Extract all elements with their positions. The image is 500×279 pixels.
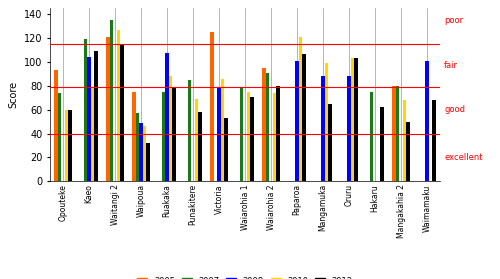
Legend: 2005, 2007, 2008, 2010, 2012: 2005, 2007, 2008, 2010, 2012	[136, 275, 354, 279]
Bar	[325, 63, 328, 181]
Bar	[351, 59, 354, 181]
Bar	[276, 86, 280, 181]
Bar	[247, 92, 250, 181]
Bar	[354, 59, 358, 181]
Bar	[58, 93, 61, 181]
Text: fair: fair	[444, 61, 458, 70]
Bar	[136, 113, 139, 181]
Bar	[321, 76, 325, 181]
Bar	[210, 32, 214, 181]
Text: excellent: excellent	[444, 153, 482, 162]
Bar	[87, 57, 91, 181]
Bar	[143, 126, 146, 181]
Bar	[84, 39, 87, 181]
Y-axis label: Score: Score	[8, 81, 18, 109]
Bar	[165, 52, 169, 181]
Bar	[396, 86, 399, 181]
Bar	[432, 100, 436, 181]
Bar	[117, 30, 120, 181]
Bar	[221, 79, 224, 181]
Bar	[65, 110, 68, 181]
Bar	[266, 73, 269, 181]
Bar	[94, 51, 98, 181]
Bar	[347, 76, 351, 181]
Bar	[110, 20, 113, 181]
Bar	[120, 45, 124, 181]
Text: good: good	[444, 105, 465, 114]
Bar	[162, 92, 165, 181]
Bar	[392, 86, 396, 181]
Bar	[240, 88, 243, 181]
Bar	[198, 112, 202, 181]
Bar	[224, 118, 228, 181]
Bar	[188, 80, 191, 181]
Bar	[169, 76, 172, 181]
Bar	[299, 37, 302, 181]
Bar	[425, 61, 429, 181]
Bar	[106, 37, 110, 181]
Bar	[273, 93, 276, 181]
Bar	[139, 123, 143, 181]
Bar	[403, 100, 406, 181]
Bar	[54, 70, 58, 181]
Bar	[146, 143, 150, 181]
Bar	[302, 54, 306, 181]
Bar	[217, 87, 221, 181]
Bar	[406, 122, 410, 181]
Text: poor: poor	[444, 16, 464, 25]
Bar	[262, 68, 266, 181]
Bar	[250, 97, 254, 181]
Bar	[132, 92, 136, 181]
Bar	[380, 107, 384, 181]
Bar	[370, 92, 373, 181]
Bar	[295, 61, 299, 181]
Bar	[172, 88, 176, 181]
Bar	[91, 88, 94, 181]
Bar	[68, 110, 72, 181]
Bar	[328, 104, 332, 181]
Bar	[195, 99, 198, 181]
